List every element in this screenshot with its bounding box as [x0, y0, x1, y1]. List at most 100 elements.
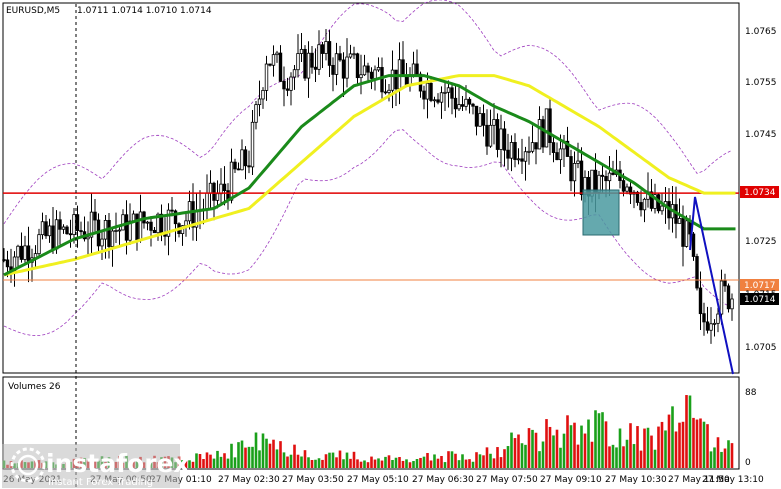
candle-body — [541, 119, 545, 148]
price-tag-current-label: 1.0714 — [744, 295, 776, 305]
volume-bar — [601, 412, 604, 468]
candle-body — [320, 44, 325, 54]
volume-bar — [545, 419, 548, 468]
candle-body — [425, 82, 430, 100]
volume-bar — [650, 435, 653, 468]
candle-body — [369, 71, 374, 79]
price-tick-2: 1.0755 — [745, 78, 777, 88]
candle-body — [600, 174, 605, 177]
volume-bar — [559, 447, 562, 468]
candle-body — [719, 280, 724, 315]
candle-body — [415, 63, 419, 75]
signal-box[interactable] — [582, 189, 620, 236]
candle-body — [23, 245, 27, 260]
volume-bar — [727, 440, 730, 468]
volume-bar — [429, 460, 433, 468]
candle-body — [257, 98, 262, 106]
candle-body — [86, 236, 90, 240]
volume-bar — [247, 446, 251, 468]
candle-body — [208, 182, 213, 194]
candle-body — [236, 168, 241, 171]
candle-body — [502, 128, 507, 151]
forecast-line[interactable] — [689, 196, 734, 375]
candle-body — [387, 89, 391, 93]
candle-body — [72, 214, 76, 235]
volume-bar — [503, 449, 506, 468]
ohlc-label: 1.0711 1.0714 1.0710 1.0714 — [77, 6, 212, 16]
candle-body — [642, 198, 647, 211]
volume-bar — [534, 432, 538, 468]
brand-tagline: Instant Forex Trading — [48, 477, 153, 488]
volume-bar — [342, 459, 345, 468]
volume-bar — [282, 452, 286, 468]
volume-bar — [667, 414, 671, 468]
volume-bar — [653, 449, 657, 468]
time-tick: 27 May 10:30 — [605, 475, 667, 485]
candle-body — [635, 191, 640, 203]
volume-bar — [363, 460, 366, 468]
candle-body — [481, 113, 486, 126]
time-tick: 27 May 03:50 — [282, 475, 344, 485]
volume-bar — [723, 448, 727, 468]
candle-body — [558, 148, 563, 161]
candle-body — [285, 88, 290, 91]
candle-body — [453, 97, 458, 110]
volume-bar — [419, 457, 422, 468]
candle-body — [474, 105, 479, 127]
volume-bar — [240, 440, 244, 468]
candle-body — [261, 90, 265, 100]
volume-bar — [464, 459, 468, 468]
candle-body — [660, 205, 664, 212]
candle-body — [495, 119, 500, 150]
candle-body — [649, 191, 654, 209]
candle-body — [229, 161, 234, 201]
volume-bar — [335, 457, 338, 468]
candle-body — [513, 142, 517, 160]
volume-bar — [415, 459, 419, 468]
candle-body — [89, 211, 94, 238]
envelope-upper — [3, 0, 733, 225]
volume-bar — [328, 452, 331, 468]
volume-bar — [604, 421, 608, 468]
volume-panel-title: Volumes 26 — [8, 382, 61, 392]
candle-body — [47, 225, 52, 237]
volume-bar — [286, 456, 289, 468]
candle-body — [548, 108, 552, 143]
candle-body — [401, 59, 405, 77]
candle-body — [499, 128, 503, 150]
candle-body — [2, 259, 6, 261]
time-tick: 27 May 01:10 — [150, 475, 212, 485]
time-tick: 27 May 05:10 — [347, 475, 409, 485]
watermark: instaforex Instant Forex Trading — [2, 444, 190, 488]
candle-body — [61, 226, 66, 230]
candle-body — [485, 124, 489, 147]
volume-bar — [443, 462, 447, 468]
candle-body — [317, 44, 321, 70]
price-tick-1: 1.0765 — [745, 27, 777, 37]
volume-bar — [422, 456, 426, 468]
volume-bar — [608, 446, 611, 468]
volume-bar — [709, 451, 713, 468]
volume-bar — [475, 452, 478, 468]
candle-body — [93, 211, 97, 221]
time-tick: 27 May 06:30 — [412, 475, 474, 485]
candle-body — [551, 142, 556, 153]
volume-bar — [391, 459, 394, 468]
candle-body — [488, 124, 493, 147]
volume-bar — [622, 446, 625, 468]
candle-body — [422, 90, 426, 100]
candle-body — [565, 140, 570, 157]
candle-body — [628, 186, 633, 195]
price-panel[interactable] — [2, 2, 740, 374]
volume-bar — [716, 437, 720, 468]
volume-bar — [685, 395, 688, 468]
volume-bar — [181, 460, 184, 468]
volume-bar — [639, 450, 643, 468]
volume-bar — [555, 429, 559, 468]
volume-bar — [499, 457, 503, 468]
volume-bar — [625, 439, 629, 468]
candle-body — [677, 218, 682, 224]
volume-bar — [664, 430, 667, 468]
candle-body — [359, 74, 363, 79]
